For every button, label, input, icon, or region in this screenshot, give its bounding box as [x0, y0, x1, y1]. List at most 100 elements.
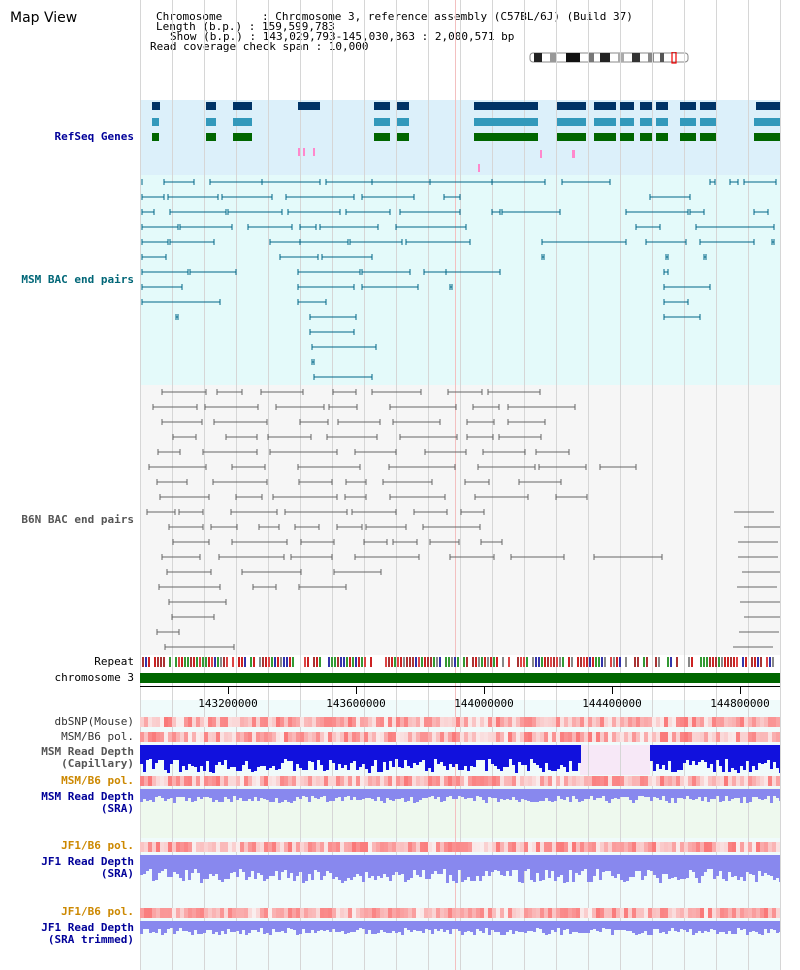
jf1-sra-depth-bar	[236, 855, 239, 877]
jf1-b6-pol-label-2[interactable]: JF1/B6 pol.	[61, 905, 134, 918]
jf1-b6-pol-cell	[540, 842, 544, 852]
msm-b6-pol-cell	[272, 776, 276, 786]
capillary-depth-bar	[689, 745, 692, 765]
msm-b6-pol-cell	[312, 732, 316, 742]
msm-b6-pol-cell	[160, 732, 164, 742]
grid-line	[524, 0, 525, 970]
jf1-b6-pol-cell	[212, 842, 216, 852]
refseq-label[interactable]: RefSeq Genes	[54, 130, 134, 143]
jf1-b6-pol-cell	[400, 842, 404, 852]
jf1-trimmed-depth-bar	[536, 921, 539, 928]
chromosome-ideogram[interactable]	[528, 52, 690, 64]
msm-b6-pol-cell	[708, 776, 712, 786]
msm-sra-depth-bar	[581, 789, 584, 801]
jf1-trimmed-depth-bar	[299, 921, 302, 934]
refseq-genes-track[interactable]	[140, 100, 780, 175]
msm-bac-track[interactable]	[140, 175, 780, 385]
jf1-trimmed-depth-bar	[254, 921, 257, 930]
jf1-read-depth-trimmed-label[interactable]: JF1 Read Depth (SRA trimmed)	[41, 922, 134, 946]
dbsnp-label[interactable]: dbSNP(Mouse)	[54, 715, 134, 728]
dbsnp-cell	[696, 717, 700, 727]
capillary-depth-bar	[311, 745, 314, 762]
jf1-b6-pol-cell	[432, 908, 436, 918]
msm-sra-depth-bar	[458, 789, 461, 796]
msm-b6-pol-label-1[interactable]: MSM/B6 pol.	[61, 730, 134, 743]
msm-b6-pol-cell	[208, 776, 212, 786]
jf1-b6-pol-cell	[160, 842, 164, 852]
msm-b6-pol-cell	[724, 732, 728, 742]
capillary-depth-bar	[263, 745, 266, 766]
repeat-element	[577, 657, 579, 667]
jf1-b6-pol-label-1[interactable]: JF1/B6 pol.	[61, 839, 134, 852]
jf1-sra-depth-bar	[671, 855, 674, 878]
msm-b6-pol-cell	[300, 776, 304, 786]
capillary-depth-bar	[449, 745, 452, 764]
repeat-track[interactable]	[140, 657, 780, 667]
jf1-sra-depth-bar	[386, 855, 389, 877]
repeat-element	[706, 657, 708, 667]
repeat-label[interactable]: Repeat	[94, 655, 134, 668]
b6n-bac-label[interactable]: B6N BAC end pairs	[21, 513, 134, 526]
msm-b6-pol-cell	[644, 776, 648, 786]
variation-tracks[interactable]	[140, 715, 780, 970]
jf1-read-depth-label[interactable]: JF1 Read Depth (SRA)	[41, 856, 134, 880]
jf1-sra-depth-bar	[437, 855, 440, 874]
msm-b6-pol-cell	[528, 732, 532, 742]
msm-b6-pol-cell	[264, 732, 268, 742]
msm-b6-pol-cell	[240, 776, 244, 786]
jf1-sra-depth-bar	[239, 855, 242, 869]
jf1-b6-pol-cell	[588, 908, 592, 918]
msm-b6-pol-cell	[716, 732, 720, 742]
msm-b6-pol-cell	[140, 732, 144, 742]
msm-b6-pol-cell	[340, 776, 344, 786]
dbsnp-cell	[744, 717, 748, 727]
jf1-sra-depth-bar	[533, 855, 536, 882]
jf1-sra-depth-bar	[374, 855, 377, 880]
jf1-trimmed-depth-bar	[524, 921, 527, 933]
capillary-depth-bar	[398, 745, 401, 767]
jf1-sra-depth-bar	[611, 855, 614, 876]
msm-bac-label[interactable]: MSM BAC end pairs	[21, 273, 134, 286]
msm-read-depth-sra-label[interactable]: MSM Read Depth (SRA)	[41, 791, 134, 815]
capillary-gap	[580, 745, 650, 775]
msm-b6-pol-cell	[344, 732, 348, 742]
jf1-b6-pol-cell	[260, 908, 264, 918]
jf1-trimmed-depth-bar	[449, 921, 452, 934]
msm-b6-pol-cell	[196, 776, 200, 786]
b6n-bac-track[interactable]	[140, 385, 780, 655]
repeat-element	[484, 657, 486, 667]
gene-exon	[700, 118, 716, 126]
jf1-b6-pol-cell	[484, 842, 488, 852]
capillary-depth-bar	[320, 745, 323, 765]
jf1-b6-pol-cell	[652, 908, 656, 918]
msm-b6-pol-cell	[140, 776, 144, 786]
jf1-b6-pol-cell	[532, 842, 536, 852]
jf1-sra-depth-bar	[140, 855, 143, 875]
msm-b6-pol-cell	[436, 732, 440, 742]
msm-read-depth-capillary-label[interactable]: MSM Read Depth (Capillary)	[41, 746, 134, 770]
msm-sra-depth-bar	[554, 789, 557, 801]
msm-b6-pol-cell	[424, 732, 428, 742]
jf1-b6-pol-cell	[348, 842, 352, 852]
msm-b6-pol-cell	[588, 732, 592, 742]
jf1-trimmed-depth-bar	[629, 921, 632, 931]
capillary-depth-bar	[401, 745, 404, 768]
msm-b6-pol-cell	[636, 732, 640, 742]
dbsnp-cell	[648, 717, 652, 727]
msm-b6-pol-label-2[interactable]: MSM/B6 pol.	[61, 774, 134, 787]
jf1-sra-depth-bar	[260, 855, 263, 875]
jf1-b6-pol-cell	[320, 908, 324, 918]
msm-b6-pol-cell	[536, 776, 540, 786]
repeat-element	[742, 657, 744, 667]
jf1-sra-depth-bar	[686, 855, 689, 878]
capillary-depth-bar	[500, 745, 503, 771]
jf1-sra-depth-bar	[461, 855, 464, 882]
msm-b6-pol-cell	[332, 732, 336, 742]
jf1-b6-pol-cell	[156, 842, 160, 852]
jf1-trimmed-depth-bar	[713, 921, 716, 930]
jf1-b6-pol-cell	[244, 908, 248, 918]
dbsnp-cell	[232, 717, 236, 727]
jf1-sra-depth-bar	[224, 855, 227, 879]
jf1-trimmed-depth-bar	[740, 921, 743, 930]
jf1-sra-depth-bar	[575, 855, 578, 873]
